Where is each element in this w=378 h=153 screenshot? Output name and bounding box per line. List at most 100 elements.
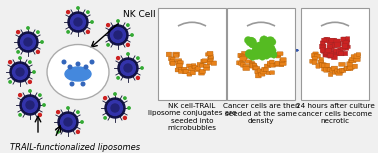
Circle shape	[248, 38, 256, 46]
Circle shape	[136, 76, 139, 79]
Circle shape	[252, 43, 258, 49]
Circle shape	[268, 37, 274, 43]
Circle shape	[67, 31, 69, 33]
Text: NK cell-TRAIL
liposome conjugates are
seeded into
microbubbles: NK cell-TRAIL liposome conjugates are se…	[148, 103, 236, 131]
FancyBboxPatch shape	[324, 37, 328, 43]
Circle shape	[257, 49, 265, 56]
Circle shape	[39, 113, 42, 116]
FancyBboxPatch shape	[326, 68, 331, 71]
Circle shape	[256, 42, 263, 50]
Circle shape	[107, 44, 109, 46]
FancyBboxPatch shape	[350, 57, 356, 61]
Circle shape	[249, 50, 255, 56]
Circle shape	[124, 97, 126, 99]
FancyBboxPatch shape	[197, 62, 204, 66]
Circle shape	[16, 68, 24, 76]
FancyBboxPatch shape	[349, 59, 356, 63]
Circle shape	[37, 31, 39, 33]
Circle shape	[64, 118, 72, 126]
FancyBboxPatch shape	[343, 45, 349, 50]
FancyBboxPatch shape	[326, 52, 331, 57]
Circle shape	[269, 38, 276, 45]
FancyBboxPatch shape	[169, 57, 175, 61]
Circle shape	[252, 47, 257, 53]
Circle shape	[253, 50, 259, 55]
Circle shape	[107, 24, 110, 27]
Circle shape	[137, 57, 139, 59]
Circle shape	[116, 57, 119, 60]
FancyBboxPatch shape	[321, 63, 327, 68]
FancyBboxPatch shape	[338, 47, 343, 53]
FancyBboxPatch shape	[354, 54, 360, 58]
Circle shape	[19, 57, 21, 59]
FancyBboxPatch shape	[332, 50, 337, 54]
FancyBboxPatch shape	[250, 61, 254, 65]
FancyBboxPatch shape	[280, 59, 284, 63]
FancyBboxPatch shape	[250, 62, 255, 67]
FancyBboxPatch shape	[332, 43, 337, 48]
FancyBboxPatch shape	[239, 62, 245, 65]
FancyBboxPatch shape	[176, 61, 181, 65]
FancyBboxPatch shape	[346, 66, 353, 71]
FancyBboxPatch shape	[204, 66, 210, 70]
FancyBboxPatch shape	[325, 63, 330, 68]
FancyBboxPatch shape	[329, 51, 334, 56]
FancyBboxPatch shape	[176, 59, 182, 63]
FancyBboxPatch shape	[240, 54, 246, 58]
FancyBboxPatch shape	[166, 52, 172, 57]
Circle shape	[257, 51, 263, 57]
FancyBboxPatch shape	[322, 38, 327, 42]
FancyBboxPatch shape	[333, 51, 340, 56]
Circle shape	[258, 51, 266, 58]
FancyBboxPatch shape	[330, 39, 335, 45]
FancyBboxPatch shape	[324, 67, 330, 72]
Circle shape	[67, 107, 69, 109]
FancyBboxPatch shape	[342, 45, 348, 48]
FancyBboxPatch shape	[206, 53, 211, 56]
Circle shape	[20, 95, 40, 115]
Circle shape	[260, 36, 268, 44]
FancyBboxPatch shape	[352, 64, 358, 69]
Circle shape	[265, 39, 273, 48]
Circle shape	[258, 52, 266, 60]
Circle shape	[17, 31, 20, 34]
FancyBboxPatch shape	[280, 61, 286, 65]
Circle shape	[20, 34, 36, 50]
FancyBboxPatch shape	[279, 62, 284, 67]
Circle shape	[58, 112, 78, 132]
FancyBboxPatch shape	[259, 73, 265, 76]
FancyBboxPatch shape	[327, 45, 332, 48]
FancyBboxPatch shape	[207, 51, 213, 56]
FancyBboxPatch shape	[333, 43, 338, 47]
FancyBboxPatch shape	[341, 69, 346, 73]
FancyBboxPatch shape	[274, 63, 279, 67]
Circle shape	[265, 45, 273, 53]
Circle shape	[104, 117, 106, 119]
Circle shape	[261, 53, 266, 59]
Circle shape	[271, 48, 276, 53]
FancyBboxPatch shape	[182, 69, 187, 74]
Circle shape	[127, 24, 129, 26]
FancyBboxPatch shape	[348, 66, 354, 69]
FancyBboxPatch shape	[253, 66, 260, 70]
FancyBboxPatch shape	[345, 40, 349, 45]
FancyBboxPatch shape	[186, 64, 192, 68]
FancyBboxPatch shape	[328, 53, 333, 58]
Circle shape	[114, 93, 116, 95]
Circle shape	[261, 42, 266, 48]
FancyBboxPatch shape	[343, 41, 349, 46]
FancyBboxPatch shape	[321, 42, 325, 46]
FancyBboxPatch shape	[319, 58, 324, 62]
FancyBboxPatch shape	[173, 52, 180, 56]
FancyBboxPatch shape	[343, 41, 347, 45]
FancyBboxPatch shape	[338, 52, 344, 55]
Text: 24 hours after culture
cancer cells become
necrotic: 24 hours after culture cancer cells beco…	[296, 103, 375, 124]
Circle shape	[105, 98, 125, 118]
FancyBboxPatch shape	[270, 60, 274, 64]
Circle shape	[271, 52, 277, 58]
Circle shape	[19, 94, 22, 97]
Circle shape	[29, 61, 31, 63]
Circle shape	[111, 104, 119, 112]
FancyBboxPatch shape	[200, 69, 206, 73]
FancyBboxPatch shape	[312, 60, 317, 65]
